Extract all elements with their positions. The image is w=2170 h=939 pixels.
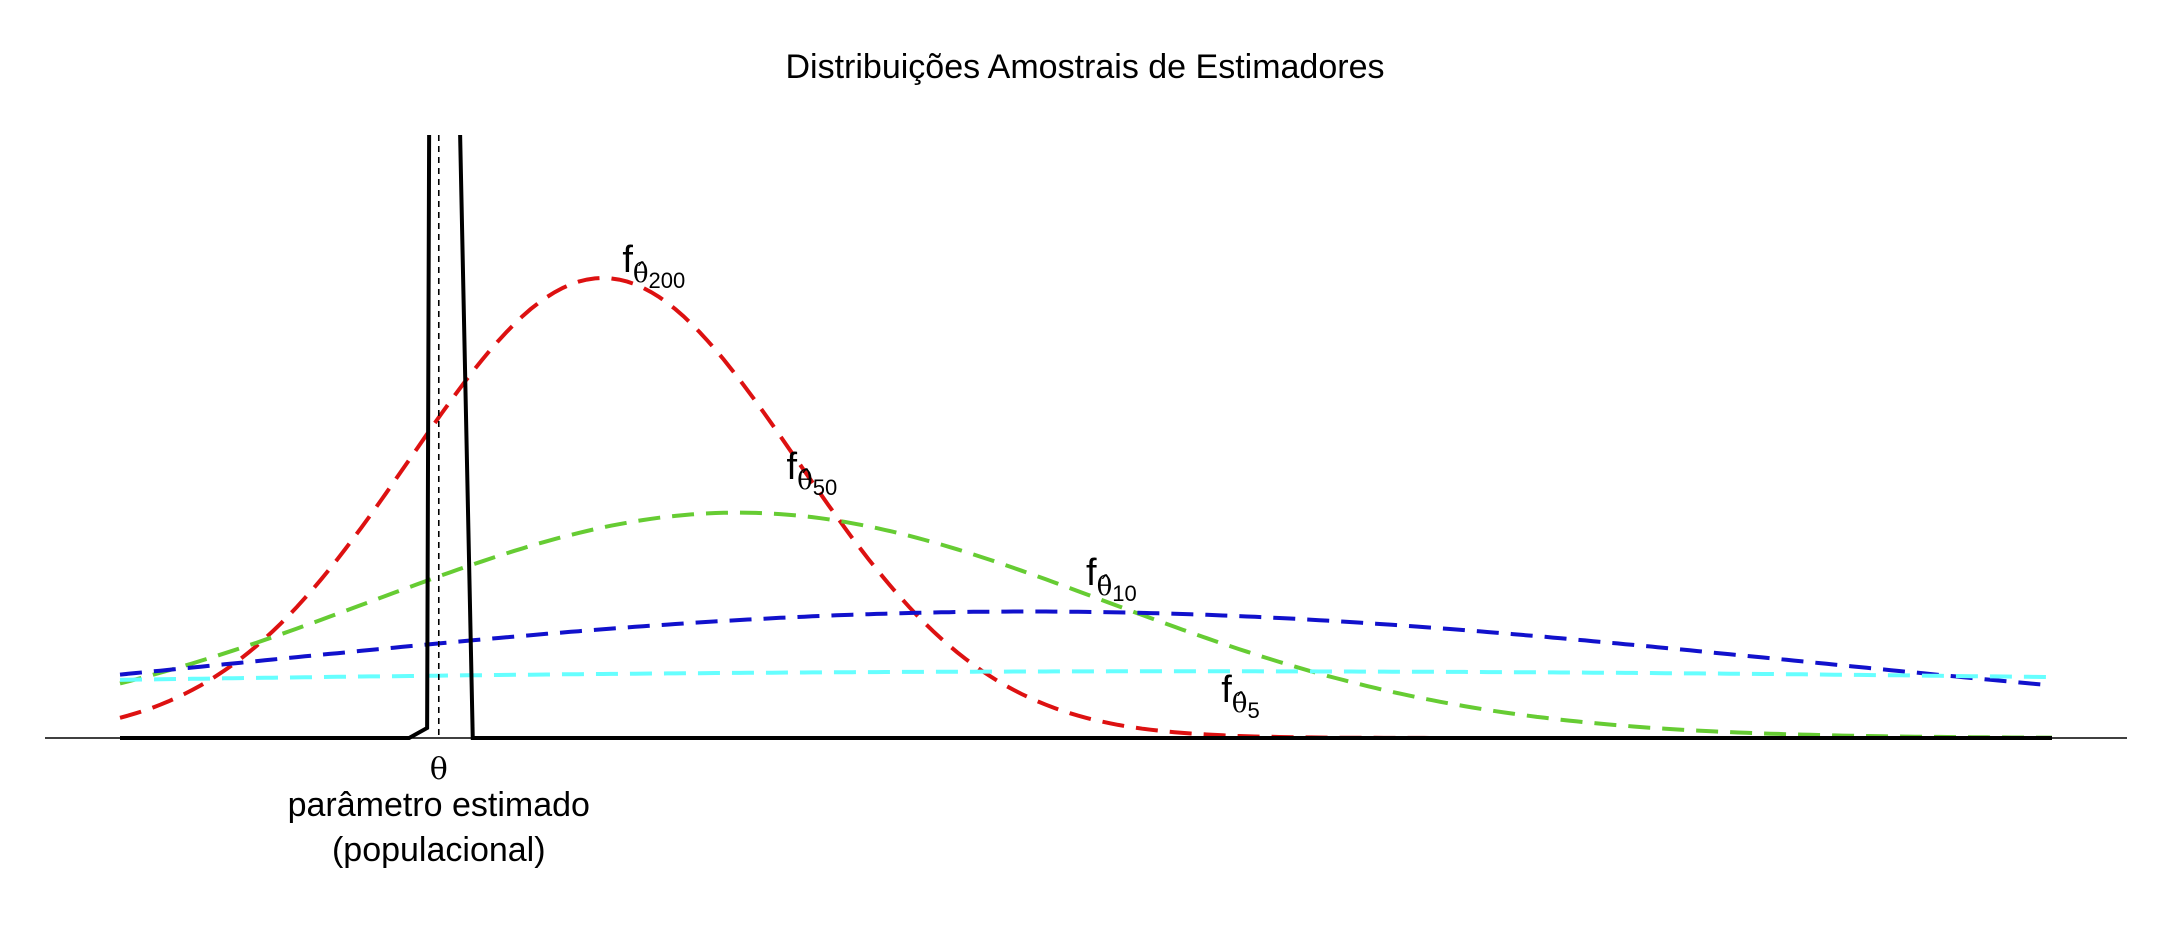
- theta-tick-label: θ: [430, 752, 448, 787]
- theta-caption-line2: (populacional): [332, 831, 546, 869]
- density-curve-n50: [119, 510, 2052, 740]
- curve-label-n10: fθ̂10: [1086, 552, 1137, 606]
- chart-title: Distribuições Amostrais de Estimadores: [785, 48, 1384, 86]
- density-curves: [119, 275, 2053, 740]
- density-curve-n5: [119, 669, 2053, 682]
- density-curve-n10: [119, 609, 2053, 688]
- curve-labels: fθ̂200 fθ̂50 fθ̂10 fθ̂5: [622, 239, 1259, 723]
- curve-label-n50: fθ̂50: [787, 446, 838, 500]
- curve-label-n5: fθ̂5: [1221, 669, 1259, 723]
- theta-caption-line1: parâmetro estimado: [288, 786, 590, 824]
- density-curve-n200: [119, 275, 2052, 740]
- curve-label-n200: fθ̂200: [622, 239, 685, 293]
